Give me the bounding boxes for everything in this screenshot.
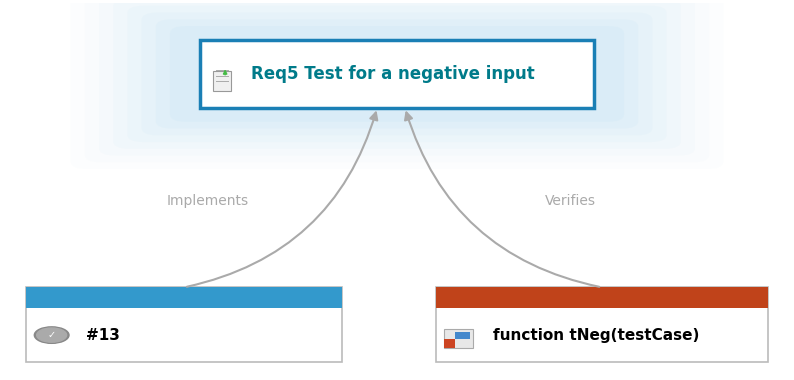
FancyBboxPatch shape (445, 329, 472, 348)
FancyBboxPatch shape (127, 6, 667, 142)
FancyBboxPatch shape (213, 71, 231, 91)
FancyBboxPatch shape (437, 287, 768, 362)
FancyBboxPatch shape (455, 332, 469, 339)
FancyBboxPatch shape (114, 0, 680, 149)
FancyBboxPatch shape (26, 287, 341, 362)
Text: Verifies: Verifies (545, 194, 596, 208)
FancyBboxPatch shape (156, 19, 638, 128)
FancyBboxPatch shape (200, 40, 594, 108)
FancyBboxPatch shape (437, 287, 768, 308)
FancyBboxPatch shape (141, 13, 653, 135)
Text: function tNeg(testCase): function tNeg(testCase) (493, 328, 700, 343)
Text: ✓: ✓ (48, 330, 56, 340)
FancyBboxPatch shape (170, 26, 624, 122)
Text: Implements: Implements (167, 194, 249, 208)
Circle shape (34, 327, 69, 344)
Text: Req5 Test for a negative input: Req5 Test for a negative input (251, 65, 535, 83)
FancyBboxPatch shape (445, 339, 455, 348)
FancyBboxPatch shape (26, 287, 341, 308)
Text: #13: #13 (86, 328, 119, 343)
Circle shape (37, 328, 67, 342)
